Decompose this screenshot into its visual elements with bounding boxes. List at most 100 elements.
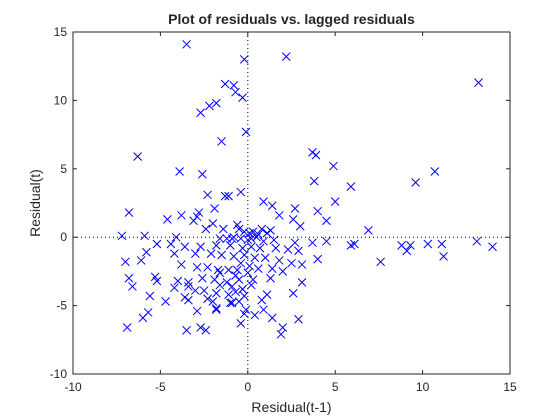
data-point: [262, 228, 272, 238]
data-point: [224, 265, 233, 275]
data-point: [166, 239, 176, 249]
plot-area: [73, 32, 510, 374]
data-point: [163, 215, 172, 224]
data-point: [266, 273, 275, 283]
data-point: [189, 216, 198, 226]
data-point: [211, 98, 221, 108]
data-point: [267, 313, 277, 323]
data-point: [250, 310, 260, 320]
data-point: [211, 303, 221, 313]
data-point: [474, 78, 483, 87]
data-point: [259, 236, 268, 246]
data-point: [423, 239, 433, 249]
data-point: [177, 260, 186, 269]
data-point: [152, 239, 162, 249]
data-point: [241, 127, 251, 137]
data-point: [203, 190, 212, 200]
data-point: [236, 234, 246, 243]
data-point: [252, 232, 261, 242]
data-point: [330, 197, 340, 206]
data-point: [220, 79, 230, 89]
data-point: [257, 224, 267, 234]
data-point: [231, 87, 240, 97]
data-point: [184, 277, 193, 287]
data-point: [138, 313, 148, 323]
data-point: [250, 253, 260, 263]
x-tick-label: 10: [416, 380, 430, 394]
data-point: [364, 226, 373, 235]
data-point: [276, 329, 286, 339]
data-point: [171, 232, 181, 242]
data-point: [329, 161, 338, 171]
data-point: [411, 178, 420, 187]
data-point: [288, 215, 298, 224]
data-point: [406, 241, 415, 250]
data-point: [295, 221, 305, 231]
data-point: [117, 231, 127, 241]
data-point: [238, 284, 247, 294]
data-markers: [117, 39, 497, 339]
data-point: [203, 294, 212, 304]
data-point: [211, 241, 221, 250]
data-point: [266, 226, 275, 235]
data-point: [180, 242, 190, 252]
data-point: [208, 297, 218, 306]
data-point: [222, 277, 232, 287]
y-tick-label: 15: [54, 25, 68, 39]
y-ticks: -10 -5 0 5 10 15: [50, 25, 510, 381]
data-point: [255, 243, 265, 253]
data-point: [437, 239, 447, 249]
data-point: [217, 137, 226, 146]
data-point: [271, 243, 281, 253]
y-tick-label: -10: [50, 367, 68, 381]
data-point: [182, 325, 191, 335]
data-point: [201, 325, 211, 335]
data-point: [288, 288, 298, 298]
data-point: [402, 246, 412, 256]
data-point: [246, 234, 256, 243]
data-point: [192, 262, 202, 272]
data-point: [234, 224, 244, 234]
data-point: [196, 242, 205, 252]
data-point: [124, 273, 134, 283]
data-point: [215, 268, 225, 278]
data-point: [224, 191, 233, 201]
data-point: [150, 272, 160, 282]
data-point: [346, 241, 356, 250]
data-point: [294, 314, 303, 324]
data-point: [234, 297, 244, 306]
data-point: [201, 224, 211, 234]
data-point: [142, 247, 151, 257]
y-tick-label: -5: [56, 299, 67, 313]
data-point: [175, 167, 184, 176]
x-tick-label: 0: [244, 380, 251, 394]
data-point: [197, 169, 207, 179]
data-point: [124, 208, 134, 217]
y-tick-label: 10: [54, 93, 68, 107]
data-point: [236, 319, 246, 328]
data-point: [197, 273, 207, 283]
y-axis-label: Residual(t): [27, 169, 43, 237]
data-point: [239, 55, 249, 64]
data-point: [248, 275, 258, 284]
data-point: [218, 224, 228, 234]
data-point: [309, 176, 319, 186]
data-point: [136, 256, 146, 265]
data-point: [308, 148, 317, 157]
data-point: [191, 249, 200, 258]
x-tick-label: -5: [155, 380, 166, 394]
data-point: [192, 306, 202, 316]
data-point: [246, 242, 256, 252]
data-point: [133, 152, 143, 161]
data-point: [225, 241, 235, 250]
data-point: [196, 108, 205, 118]
data-point: [224, 290, 233, 300]
data-point: [253, 230, 263, 239]
data-point: [204, 101, 214, 111]
data-point: [297, 260, 307, 269]
data-point: [274, 256, 284, 265]
data-point: [274, 210, 284, 220]
x-axis-label: Residual(t-1): [251, 399, 331, 415]
data-point: [180, 293, 190, 302]
